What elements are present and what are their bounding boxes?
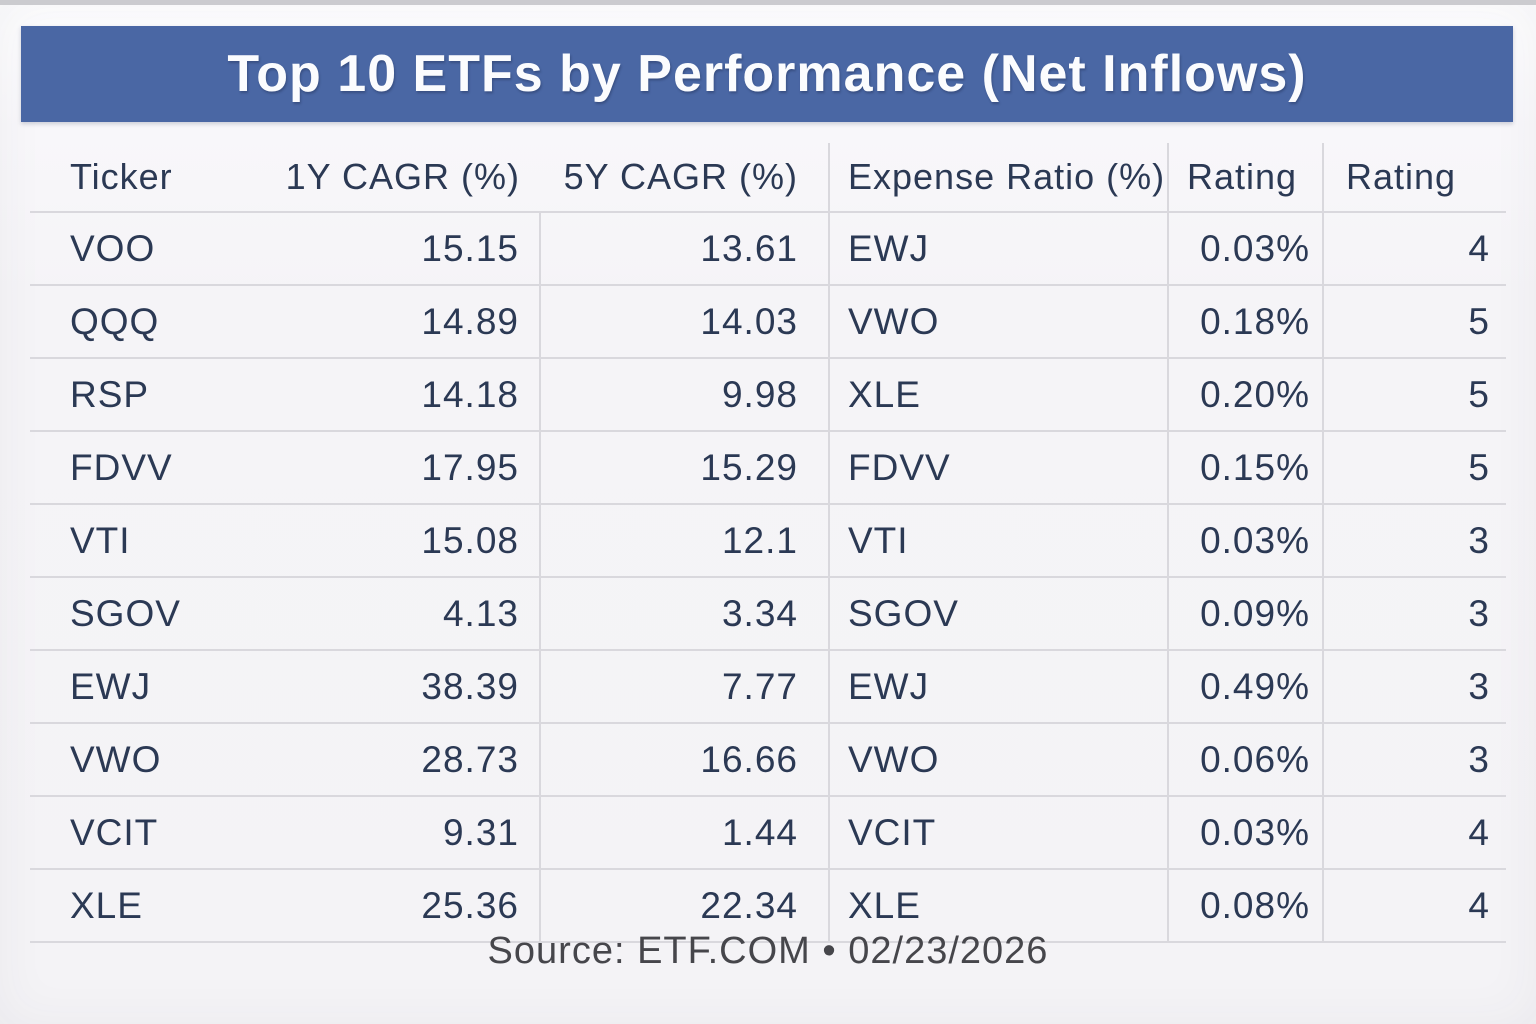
cell-ticker: SGOV — [30, 576, 282, 650]
cell-1y-cagr: 14.18 — [282, 357, 540, 431]
cell-expense-ratio: 0.03% — [1167, 795, 1323, 869]
cell-rating: 3 — [1322, 576, 1506, 650]
table-header-row: Ticker 1Y CAGR (%) 5Y CAGR (%) Expense R… — [30, 143, 1506, 212]
cell-rating: 3 — [1322, 722, 1506, 796]
cell-ticker: QQQ — [30, 284, 282, 358]
cell-1y-cagr: 25.36 — [282, 868, 540, 943]
table-row: FDVV 17.95 15.29 FDVV 0.15% 5 — [30, 430, 1506, 504]
cell-rating: 4 — [1322, 795, 1506, 869]
cell-1y-cagr: 17.95 — [282, 430, 540, 504]
cell-ticker-2: SGOV — [828, 576, 1168, 650]
cell-5y-cagr: 15.29 — [539, 430, 829, 504]
table-body: VOO 15.15 13.61 EWJ 0.03% 4 QQQ 14.89 14… — [30, 211, 1506, 943]
cell-ticker: VCIT — [30, 795, 282, 869]
cell-expense-ratio: 0.49% — [1167, 649, 1323, 723]
cell-ticker-2: VWO — [828, 284, 1168, 358]
cell-ticker-2: EWJ — [828, 211, 1168, 285]
cell-expense-ratio: 0.15% — [1167, 430, 1323, 504]
cell-ticker-2: FDVV — [828, 430, 1168, 504]
cell-5y-cagr: 22.34 — [539, 868, 829, 943]
col-header-rating-1: Rating — [1167, 143, 1323, 212]
table-row: QQQ 14.89 14.03 VWO 0.18% 5 — [30, 284, 1506, 358]
cell-1y-cagr: 28.73 — [282, 722, 540, 796]
source-footer: Source: ETF.COM • 02/23/2026 — [0, 930, 1536, 973]
table-row: EWJ 38.39 7.77 EWJ 0.49% 3 — [30, 649, 1506, 723]
cell-rating: 5 — [1322, 357, 1506, 431]
page-title: Top 10 ETFs by Performance (Net Inflows) — [227, 45, 1307, 103]
cell-ticker: XLE — [30, 868, 282, 943]
table-row: XLE 25.36 22.34 XLE 0.08% 4 — [30, 868, 1506, 943]
col-header-5y-cagr: 5Y CAGR (%) — [563, 156, 798, 197]
col-header-expense-ratio: Expense Ratio (%) — [828, 143, 1168, 212]
col-header-rating-2: Rating — [1322, 143, 1506, 212]
cell-ticker: FDVV — [30, 430, 282, 504]
cell-expense-ratio: 0.18% — [1167, 284, 1323, 358]
cell-1y-cagr: 4.13 — [282, 576, 540, 650]
cell-5y-cagr: 14.03 — [539, 284, 829, 358]
cell-rating: 3 — [1322, 649, 1506, 723]
cell-ticker: VWO — [30, 722, 282, 796]
cell-ticker: RSP — [30, 357, 282, 431]
cell-ticker-2: VWO — [828, 722, 1168, 796]
col-header-1y-cagr: 1Y CAGR (%) — [285, 156, 520, 197]
top-edge-strip — [0, 0, 1536, 5]
source-note: Source: ETF.COM • 02/23/2026 — [487, 930, 1049, 972]
cell-expense-ratio: 0.08% — [1167, 868, 1323, 943]
cell-1y-cagr: 14.89 — [282, 284, 540, 358]
cell-5y-cagr: 7.77 — [539, 649, 829, 723]
table-row: VWO 28.73 16.66 VWO 0.06% 3 — [30, 722, 1506, 796]
cell-5y-cagr: 13.61 — [539, 211, 829, 285]
table-row: VCIT 9.31 1.44 VCIT 0.03% 4 — [30, 795, 1506, 869]
cell-5y-cagr: 16.66 — [539, 722, 829, 796]
cell-rating: 4 — [1322, 868, 1506, 943]
cell-ticker: EWJ — [30, 649, 282, 723]
table-row: SGOV 4.13 3.34 SGOV 0.09% 3 — [30, 576, 1506, 650]
cell-expense-ratio: 0.03% — [1167, 211, 1323, 285]
cell-expense-ratio: 0.06% — [1167, 722, 1323, 796]
cell-ticker-2: XLE — [828, 868, 1168, 943]
cell-1y-cagr: 9.31 — [282, 795, 540, 869]
etf-performance-table: Ticker 1Y CAGR (%) 5Y CAGR (%) Expense R… — [30, 143, 1506, 943]
cell-rating: 5 — [1322, 284, 1506, 358]
table-row: RSP 14.18 9.98 XLE 0.20% 5 — [30, 357, 1506, 431]
table-row: VOO 15.15 13.61 EWJ 0.03% 4 — [30, 211, 1506, 285]
col-header-ticker: Ticker — [70, 156, 173, 197]
cell-expense-ratio: 0.20% — [1167, 357, 1323, 431]
cell-5y-cagr: 9.98 — [539, 357, 829, 431]
cell-5y-cagr: 1.44 — [539, 795, 829, 869]
cell-5y-cagr: 3.34 — [539, 576, 829, 650]
cell-ticker-2: EWJ — [828, 649, 1168, 723]
title-banner: Top 10 ETFs by Performance (Net Inflows) — [21, 26, 1513, 122]
cell-rating: 3 — [1322, 503, 1506, 577]
cell-rating: 4 — [1322, 211, 1506, 285]
cell-ticker-2: VCIT — [828, 795, 1168, 869]
cell-ticker-2: XLE — [828, 357, 1168, 431]
cell-expense-ratio: 0.09% — [1167, 576, 1323, 650]
cell-rating: 5 — [1322, 430, 1506, 504]
cell-expense-ratio: 0.03% — [1167, 503, 1323, 577]
cell-5y-cagr: 12.1 — [539, 503, 829, 577]
cell-ticker: VOO — [30, 211, 282, 285]
cell-1y-cagr: 15.15 — [282, 211, 540, 285]
table-row: VTI 15.08 12.1 VTI 0.03% 3 — [30, 503, 1506, 577]
cell-ticker: VTI — [30, 503, 282, 577]
cell-ticker-2: VTI — [828, 503, 1168, 577]
cell-1y-cagr: 15.08 — [282, 503, 540, 577]
cell-1y-cagr: 38.39 — [282, 649, 540, 723]
